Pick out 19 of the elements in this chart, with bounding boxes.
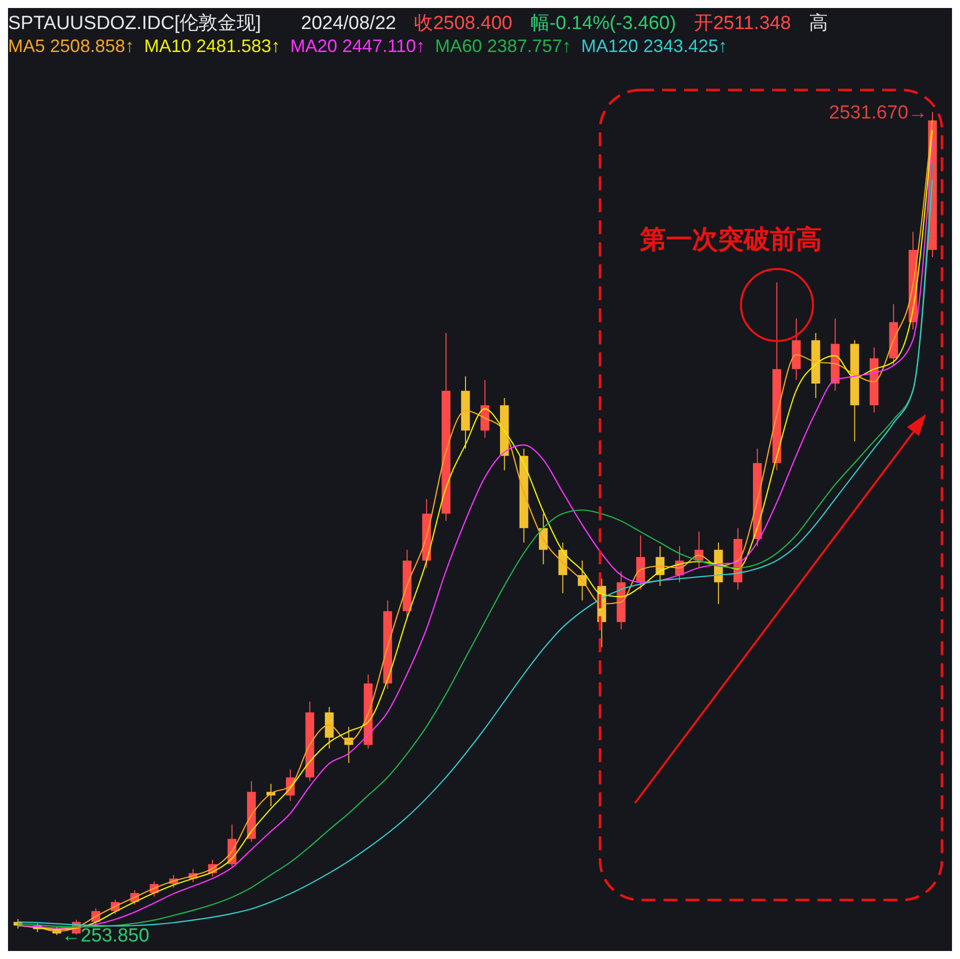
text: SPTAUUSDOZ.IDC[伦敦金现] [8, 13, 261, 34]
text: MA60 [435, 36, 484, 56]
annotation: 第一次突破前高 [640, 224, 822, 256]
annotation: 2531.670→ [829, 102, 928, 124]
text: 2024/08/22 [301, 13, 396, 34]
text: 2447.110↑ [342, 36, 426, 56]
text: 高 [808, 13, 828, 34]
annotation: ←253.850 [62, 926, 150, 947]
text: 2508.858↑ [50, 36, 134, 56]
text: 2387.757↑ [487, 36, 572, 56]
text: 幅-0.14%(-3.460) [530, 13, 676, 34]
text: 2343.425↑ [643, 36, 728, 56]
text: MA20 [290, 36, 338, 56]
text: 收2508.400 [414, 13, 512, 34]
text: MA10 [144, 36, 192, 56]
text: 开2511.348 [694, 13, 791, 34]
text: 2481.583↑ [196, 36, 280, 56]
text: MA5 [8, 36, 46, 56]
text: MA120 [581, 36, 640, 56]
